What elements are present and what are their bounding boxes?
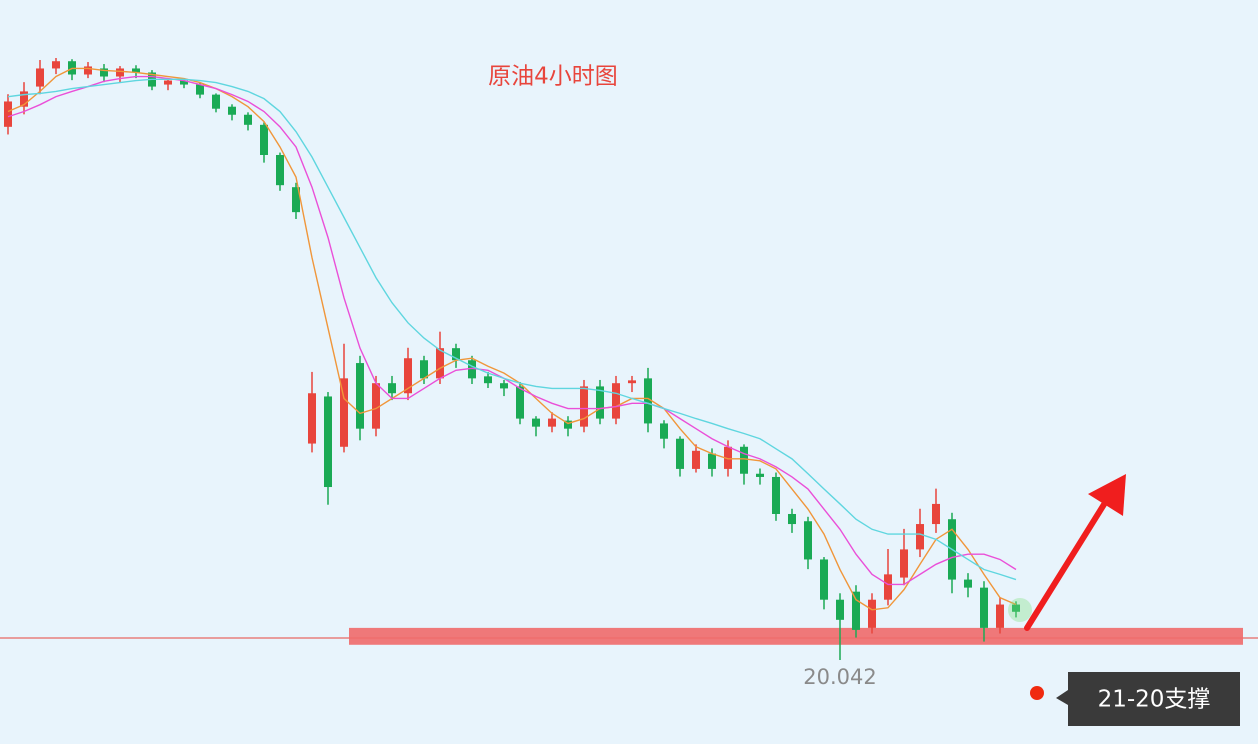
candle-body [836,599,844,620]
candle-body [452,348,460,361]
candle-body [292,187,300,213]
candle-body [916,524,924,550]
candle-body [4,101,12,127]
candle-body [772,476,780,514]
candle-body [20,91,28,107]
candle-body [132,68,140,73]
candle-body [404,358,412,394]
candle-body [628,380,636,384]
current-glow [1008,598,1032,622]
ma-line [7,78,1017,581]
candle-body [36,68,44,87]
candle-body [676,438,684,469]
annotation-text: 21-20支撑 [1098,687,1211,713]
candle-body [932,503,940,525]
candle-body [388,383,396,394]
candle-body [980,587,988,628]
candle-body [580,386,588,427]
candle-body [644,378,652,424]
candle-body [356,363,364,429]
candle-body [484,376,492,384]
candle-body [804,521,812,560]
candle-body [276,154,284,186]
candle-body [708,453,716,469]
candle-body [564,420,572,429]
candle-body [612,383,620,419]
annotation-box [1056,672,1240,726]
candle-body [724,446,732,469]
candle-body [420,360,428,379]
candle-body [788,513,796,525]
candle-body [84,66,92,75]
candle-body [340,378,348,447]
candle-body [660,423,668,439]
arrow-head [1088,474,1126,516]
candle-body [740,446,748,474]
candle-body [1012,604,1020,612]
candle-body [996,604,1004,628]
candle-body [548,418,556,427]
arrow [1024,474,1126,631]
candle-body [260,124,268,155]
candle-body [692,450,700,469]
candle-body [436,348,444,379]
candle-body [196,84,204,95]
candle-body [52,61,60,69]
candle-body [324,396,332,488]
ma-line [7,67,1017,611]
candle-body [516,386,524,419]
candle-body [820,559,828,600]
candle-body [244,114,252,125]
candle-body [756,473,764,477]
candle-body [596,386,604,419]
annotation-dot [1030,686,1044,700]
candle-body [964,579,972,588]
candle-body [180,80,188,85]
candle-body [116,68,124,77]
candle-body [468,360,476,379]
candle-body [884,574,892,600]
candle-body [532,418,540,427]
low-price-label: 20.042 [803,665,876,689]
chart-title: 原油4小时图 [488,64,618,90]
arrow-shaft [1024,495,1111,631]
candle-body [900,549,908,578]
candle-body [868,599,876,628]
plot-area: 20.042 [0,58,1258,689]
candle-body [100,68,108,77]
candle-body [500,383,508,389]
candle-body [228,106,236,115]
candle-body [308,393,316,444]
ma-line [7,75,1017,586]
candle-body [852,591,860,630]
candle-body [164,80,172,85]
support-band [349,627,1243,645]
candle-body [212,94,220,109]
candle-body [372,383,380,429]
